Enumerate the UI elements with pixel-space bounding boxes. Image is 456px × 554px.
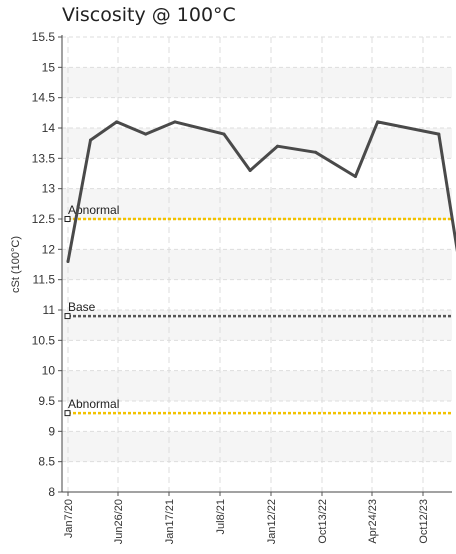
grid-band (62, 279, 452, 310)
y-tick-label: 10 (42, 364, 56, 378)
data-point (115, 120, 119, 124)
grid-band (62, 310, 452, 341)
data-point (275, 144, 279, 148)
x-tick-label: Jan7/20 (63, 499, 75, 538)
chart-title: Viscosity @ 100°C (62, 4, 236, 26)
reference-marker (64, 313, 71, 320)
y-tick-label: 11 (43, 303, 56, 317)
x-tick-label: Apr24/23 (367, 499, 379, 544)
grid-band (62, 219, 452, 250)
grid-band (62, 128, 452, 159)
y-tick-label: 11.5 (33, 273, 56, 287)
x-tick-label: Jul8/21 (215, 499, 227, 534)
data-point (173, 120, 177, 124)
grid-band (62, 461, 452, 492)
grid-band (62, 431, 452, 462)
x-tick-label: Jan17/21 (164, 499, 176, 544)
y-tick-label: 13.5 (32, 151, 56, 165)
y-tick-label: 9.5 (38, 394, 55, 408)
x-tick-label: Jan12/22 (266, 499, 278, 544)
y-tick-label: 15 (42, 60, 56, 74)
reference-marker (64, 410, 71, 417)
y-tick-label: 9 (48, 424, 55, 438)
grid-band (62, 67, 452, 98)
reference-label: Abnormal (68, 203, 119, 217)
x-tick-label: Oct13/22 (317, 499, 329, 544)
y-tick-label: 8.5 (38, 455, 55, 469)
y-tick-label: 14 (42, 121, 56, 135)
y-axis-label: cSt (100°C) (10, 236, 22, 293)
series-line (66, 120, 456, 263)
y-tick-label: 13 (42, 182, 56, 196)
y-tick-label: 12 (42, 242, 56, 256)
grid-band (62, 370, 452, 401)
grid-band (62, 37, 452, 68)
y-tick-label: 15.5 (32, 30, 56, 44)
data-point (66, 259, 70, 263)
grid-band (62, 249, 452, 280)
grid-band (62, 340, 452, 371)
data-point (376, 120, 380, 124)
data-point (248, 168, 252, 172)
data-point (222, 132, 226, 136)
data-point (353, 175, 357, 179)
reference-marker (64, 216, 71, 222)
x-tick-label: Jun26/20 (113, 499, 125, 544)
y-tick-label: 8 (48, 485, 55, 499)
y-tick-label: 10.5 (32, 333, 56, 347)
x-tick-label: Oct12/23 (418, 499, 430, 544)
y-tick-label: 14.5 (32, 91, 56, 105)
data-point (314, 150, 318, 154)
data-point (88, 138, 92, 142)
data-point (437, 132, 441, 136)
grid-band (62, 188, 452, 219)
reference-label: Abnormal (68, 397, 119, 411)
reference-label: Base (68, 300, 96, 314)
grid-band (62, 401, 452, 432)
y-tick-label: 12.5 (32, 212, 56, 226)
data-point (144, 132, 148, 136)
